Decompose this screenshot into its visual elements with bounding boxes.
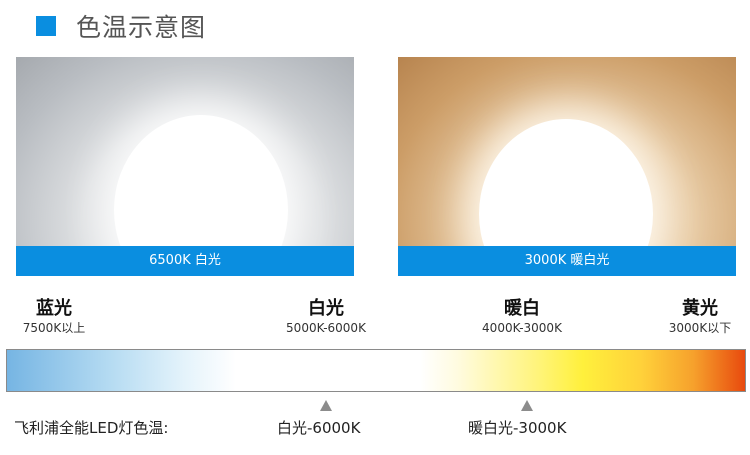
color-temperature-spectrum-bar <box>6 349 746 392</box>
scale-label-range: 3000K以下 <box>668 321 732 335</box>
marker-up-arrow-icon <box>521 400 533 411</box>
header-accent-square <box>36 16 56 36</box>
warm-light-caption: 3000K 暖白光 <box>398 246 736 276</box>
cool-light-caption: 6500K 白光 <box>16 246 354 276</box>
scale-label-range: 4000K-3000K <box>482 321 562 335</box>
cool-light-photo: 6500K 白光 <box>16 57 354 276</box>
scale-label-blue: 蓝光 7500K以上 <box>14 298 94 336</box>
scale-label-name: 白光 <box>308 298 344 319</box>
marker-up-arrow-icon <box>320 400 332 411</box>
brand-color-temp-label: 飞利浦全能LED灯色温: <box>14 419 169 437</box>
page-title: 色温示意图 <box>76 13 207 42</box>
scale-label-name: 蓝光 <box>36 298 72 319</box>
marker-label-warm-white: 暖白光-3000K <box>468 419 567 437</box>
scale-label-range: 7500K以上 <box>22 321 86 335</box>
scale-label-name: 暖白 <box>504 298 540 319</box>
scale-label-warm-white: 暖白 4000K-3000K <box>472 298 572 336</box>
warm-light-photo: 3000K 暖白光 <box>398 57 736 276</box>
scale-label-white: 白光 5000K-6000K <box>278 298 374 336</box>
marker-label-white: 白光-6000K <box>277 419 361 437</box>
scale-label-yellow: 黄光 3000K以下 <box>658 298 742 336</box>
scale-label-name: 黄光 <box>682 298 718 319</box>
scale-label-range: 5000K-6000K <box>286 321 366 335</box>
